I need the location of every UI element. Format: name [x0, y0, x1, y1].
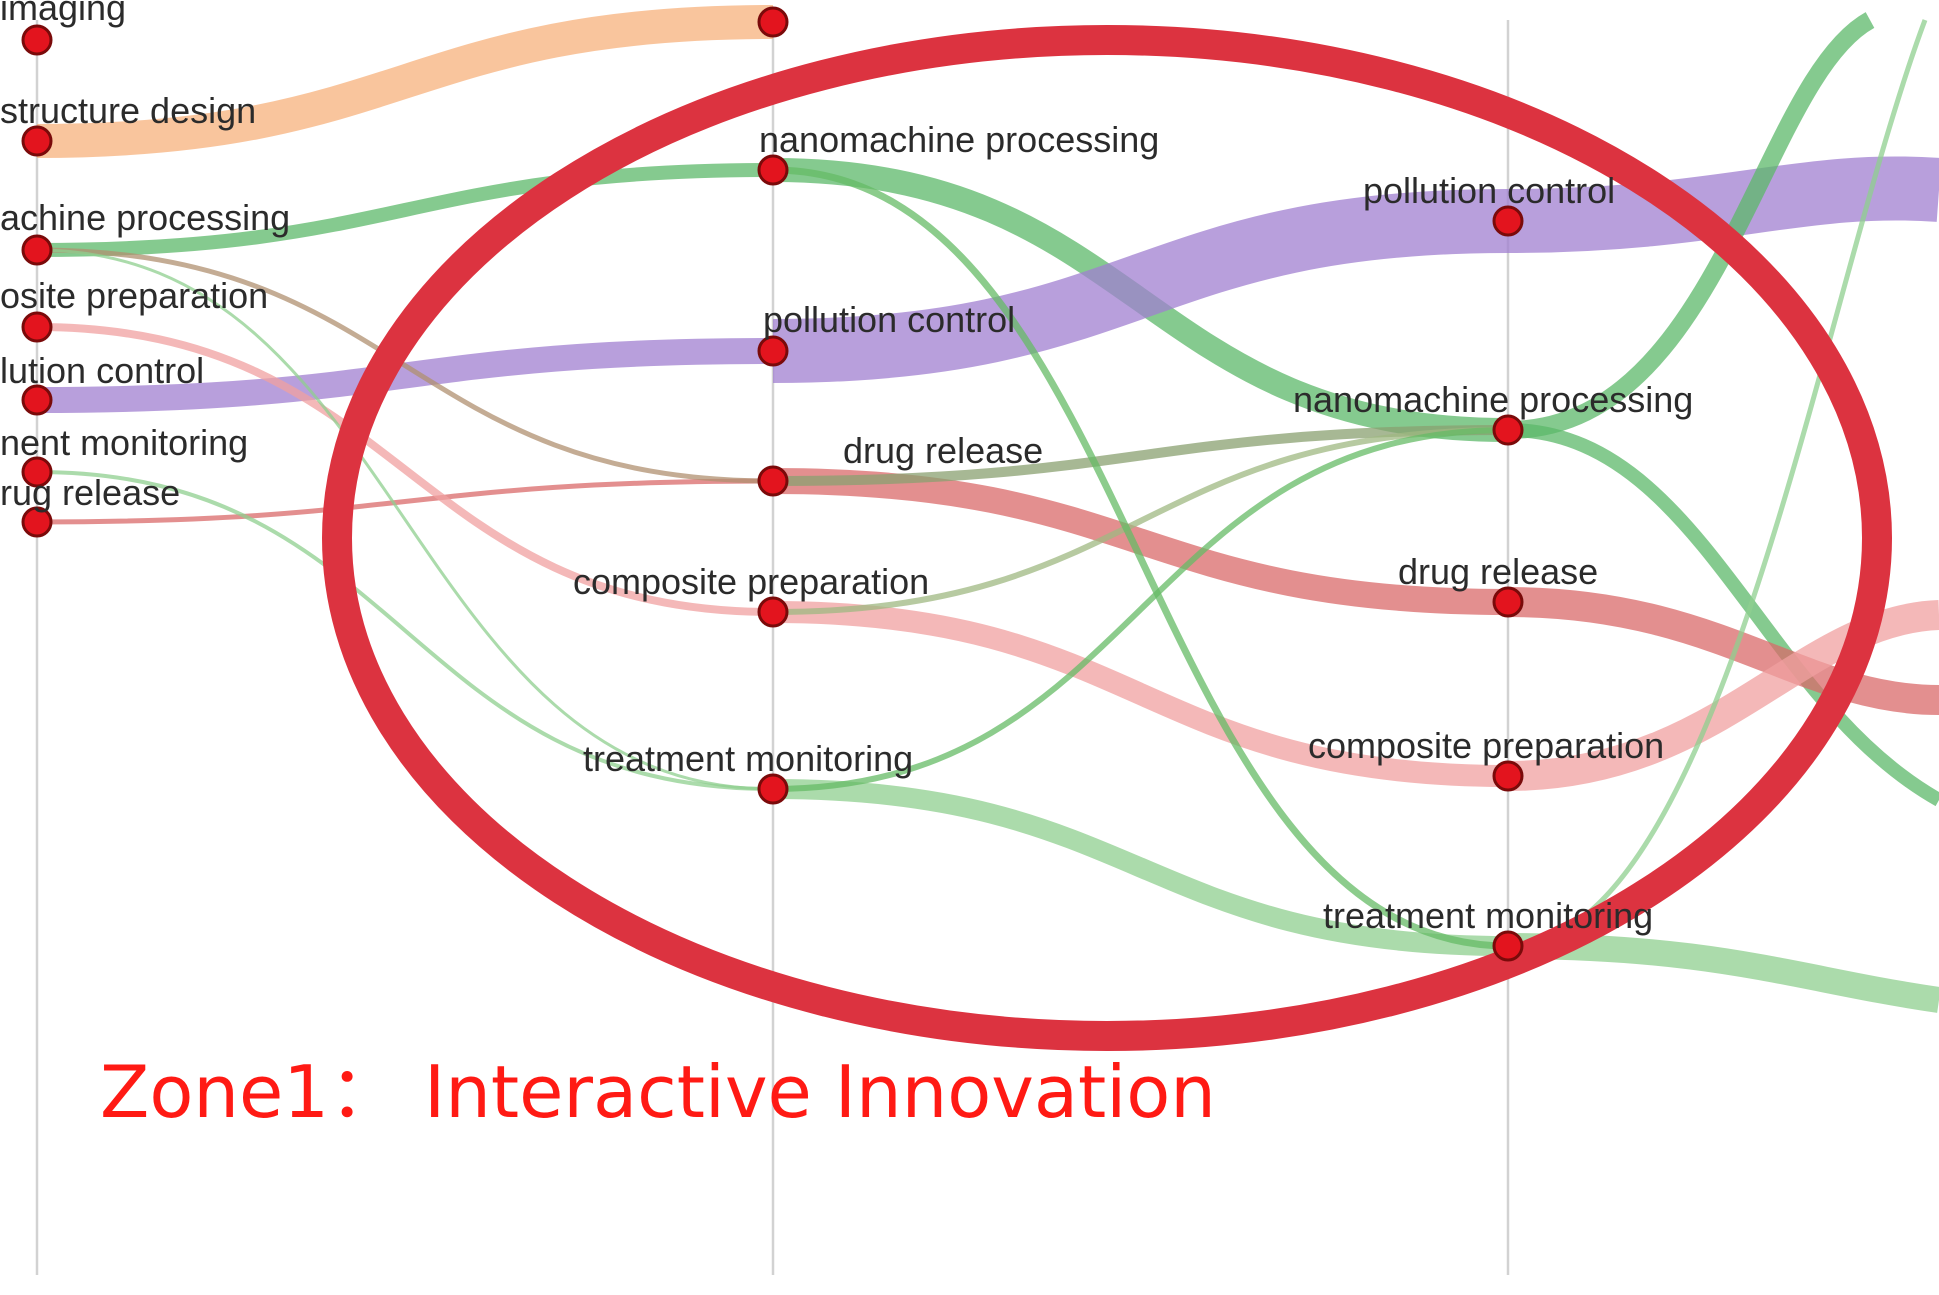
node-label-c2-drug: drug release: [843, 430, 1043, 471]
node-dot-c1-pollution[interactable]: [21, 384, 53, 416]
flow-c1-nano-to-c2-treatment: [36, 248, 774, 791]
node-label-c3-composite: composite preparation: [1308, 725, 1664, 766]
flow-c2-treatment-to-c3-treatment: [772, 779, 1509, 956]
node-dot-c2-drug[interactable]: [757, 465, 789, 497]
flow-c1-treatment-to-c2-treatment: [36, 470, 774, 791]
node-label-c1-treatment: nent monitoring: [0, 422, 248, 463]
node-label-c3-drug: drug release: [1398, 551, 1598, 592]
node-dot-c3-treatment[interactable]: [1492, 930, 1524, 962]
node-dot-c1-nano[interactable]: [21, 234, 53, 266]
node-label-c1-drug: rug release: [0, 472, 180, 513]
flow-c1-structure-to-c2-top: [36, 5, 774, 158]
flow-c1-nano-to-c2-drug: [36, 247, 774, 484]
node-label-c1-nano: achine processing: [0, 197, 290, 238]
flow-c2-nano-to-c3-treatment: [772, 166, 1509, 950]
node-dot-c3-pollution[interactable]: [1492, 205, 1524, 237]
flow-nano-exit-down: [1507, 423, 1939, 807]
node-label-c1-imaging: imaging: [0, 0, 126, 28]
flow-c2-drug-to-c3-drug: [772, 468, 1509, 615]
node-label-c1-composite: osite preparation: [0, 275, 268, 316]
label-layer: imaging structure design achine processing…: [0, 0, 1693, 936]
flow-c2-drug-to-c3-nano: [772, 425, 1509, 486]
flow-drug-exit: [1507, 587, 1939, 715]
flow-c1-nano-to-c2-nano: [36, 163, 774, 257]
node-dot-c2-treatment[interactable]: [757, 773, 789, 805]
node-dot-c3-drug[interactable]: [1492, 586, 1524, 618]
node-dot-c2-composite[interactable]: [757, 596, 789, 628]
node-label-c2-pollution: pollution control: [763, 299, 1015, 340]
node-dot-c1-imaging[interactable]: [21, 24, 53, 56]
flow-treatment-exit: [1507, 933, 1939, 1013]
flow-c2-treatment-to-c3-nano: [772, 427, 1509, 792]
node-dot-c2-nano[interactable]: [757, 154, 789, 186]
node-dot-c2-pollution[interactable]: [757, 335, 789, 367]
node-label-c3-pollution: pollution control: [1363, 170, 1615, 211]
node-label-c3-treatment: treatment monitoring: [1323, 895, 1653, 936]
node-label-c2-nano: nanomachine processing: [759, 119, 1159, 160]
flow-c1-composite-to-c2-composite: [36, 323, 774, 616]
flow-c1-drug-to-c2-drug: [36, 478, 774, 525]
node-layer: [21, 6, 1524, 962]
node-dot-c1-treatment[interactable]: [21, 456, 53, 488]
node-dot-c1-drug[interactable]: [21, 506, 53, 538]
node-label-c2-treatment: treatment monitoring: [583, 738, 913, 779]
flow-c2-composite-to-c3-nano: [772, 427, 1509, 615]
flow-c2-composite-to-c3-composite: [772, 601, 1509, 787]
flow-c1-pollution-to-c2-pollution: [36, 338, 774, 413]
node-dot-c3-nano[interactable]: [1492, 414, 1524, 446]
node-label-c3-nano: nanomachine processing: [1293, 379, 1693, 420]
highlight-ellipse: [322, 25, 1892, 1051]
flow-c2-pollution-to-c3-pollution: [772, 189, 1509, 383]
zone-title: Zone1： Interactive Innovation: [100, 1050, 1216, 1134]
node-label-c1-structure: structure design: [0, 90, 256, 131]
node-label-c1-pollution: lution control: [0, 350, 204, 391]
node-dot-c1-composite[interactable]: [21, 311, 53, 343]
flow-composite-exit: [1507, 600, 1939, 791]
node-label-c2-composite: composite preparation: [573, 561, 929, 602]
node-dot-c1-structure[interactable]: [21, 125, 53, 157]
node-dot-c2-top[interactable]: [757, 6, 789, 38]
node-dot-c3-composite[interactable]: [1492, 760, 1524, 792]
